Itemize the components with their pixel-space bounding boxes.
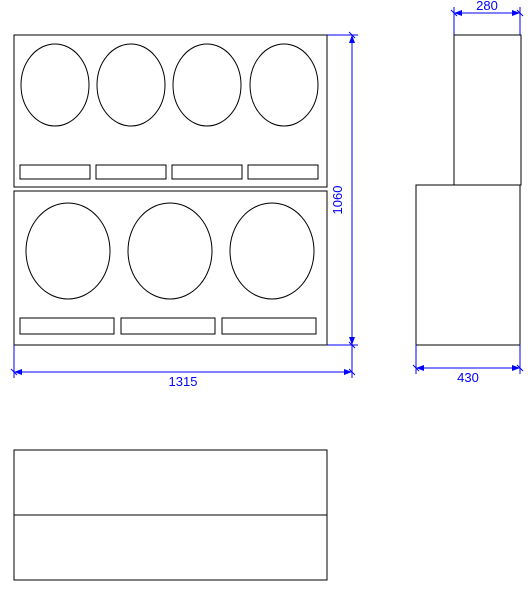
dim-1060-label: 1060 bbox=[330, 186, 345, 215]
bottom-burner-1 bbox=[128, 203, 212, 299]
main-bottom-panel bbox=[14, 191, 327, 345]
top-slot-3 bbox=[248, 165, 318, 179]
dim-430-label: 430 bbox=[457, 370, 479, 385]
dim-1315-label: 1315 bbox=[169, 374, 198, 389]
top-burner-1 bbox=[97, 44, 165, 126]
bottom-slot-0 bbox=[20, 318, 114, 334]
dim-arrow bbox=[454, 10, 462, 16]
top-burner-0 bbox=[21, 44, 89, 126]
dim-arrow bbox=[512, 10, 520, 16]
bottom-burner-0 bbox=[26, 203, 110, 299]
dim-arrow bbox=[512, 365, 520, 371]
dim-arrow bbox=[14, 369, 22, 375]
top-burner-3 bbox=[250, 44, 318, 126]
dim-arrow bbox=[416, 365, 424, 371]
bottom-burner-2 bbox=[230, 203, 314, 299]
dim-arrow bbox=[349, 337, 355, 345]
top-slot-0 bbox=[20, 165, 90, 179]
bottom-slot-2 bbox=[222, 318, 316, 334]
dim-280-label: 280 bbox=[476, 0, 498, 13]
dim-arrow bbox=[344, 369, 352, 375]
top-slot-2 bbox=[172, 165, 242, 179]
side-lower bbox=[416, 185, 520, 345]
bottom-slot-1 bbox=[121, 318, 215, 334]
side-upper bbox=[454, 35, 521, 185]
top-burner-2 bbox=[173, 44, 241, 126]
dim-arrow bbox=[349, 35, 355, 43]
top-slot-1 bbox=[96, 165, 166, 179]
main-top-panel bbox=[14, 35, 327, 187]
